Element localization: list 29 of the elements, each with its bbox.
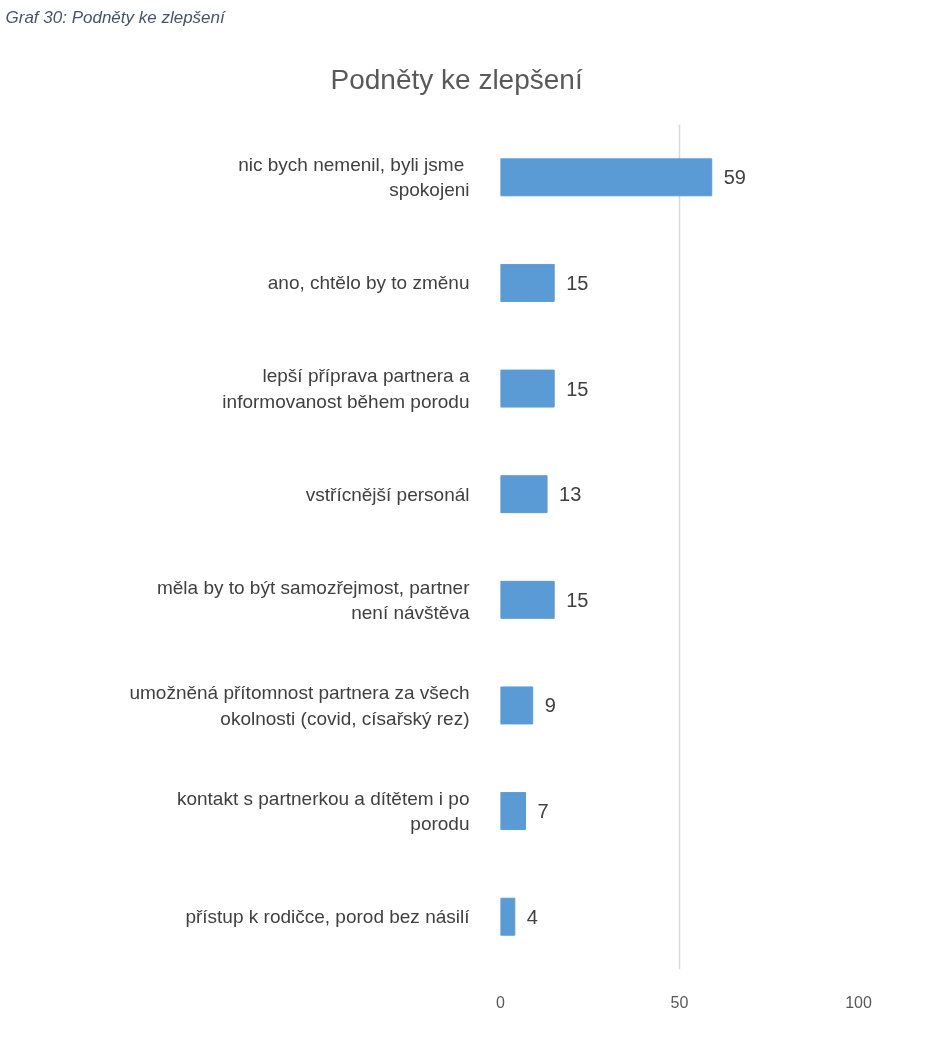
x-tick-label: 0 [496,993,506,1011]
data-label: 9 [544,694,556,717]
bar [500,369,555,408]
data-label: 4 [526,905,538,928]
text: Graf 30: Podněty ke zlepšení [5,7,228,27]
x-tick-label: 50 [670,993,689,1011]
chart-title: Podněty ke zlepšení [330,63,583,95]
bar [500,580,555,619]
bar [500,792,527,831]
y-tick-label: ano, chtělo by to změnu [267,272,470,294]
y-tick-label: přístup k rodičce, porod bez násilí [185,906,471,928]
bar [500,263,555,302]
x-tick-label: 100 [845,993,872,1011]
bar [500,897,516,936]
data-label: 13 [559,483,582,506]
y-tick-label: nic bych nemenil, byli jsme spokojeni [238,154,470,201]
y-tick-label: kontakt s partnerkou a dítětem i po porodu [176,787,470,835]
bar [500,686,534,725]
data-label: 15 [566,271,589,294]
y-tick-label: vstřícnější personál [305,483,470,505]
data-label: 59 [723,166,746,189]
y-tick-label: měla by to být samozřejmost, partner není návštěva [156,576,471,623]
y-tick-label: lepší příprava partnera a informovanost během porodu [222,365,470,412]
data-label: 7 [537,800,549,823]
data-label: 15 [566,588,589,611]
y-tick-label: umožněná přítomnost partnera za všech okolnosti (covid, císařský rez) [129,682,470,729]
bar [500,475,548,514]
data-label: 15 [566,377,589,400]
bar [500,158,713,197]
